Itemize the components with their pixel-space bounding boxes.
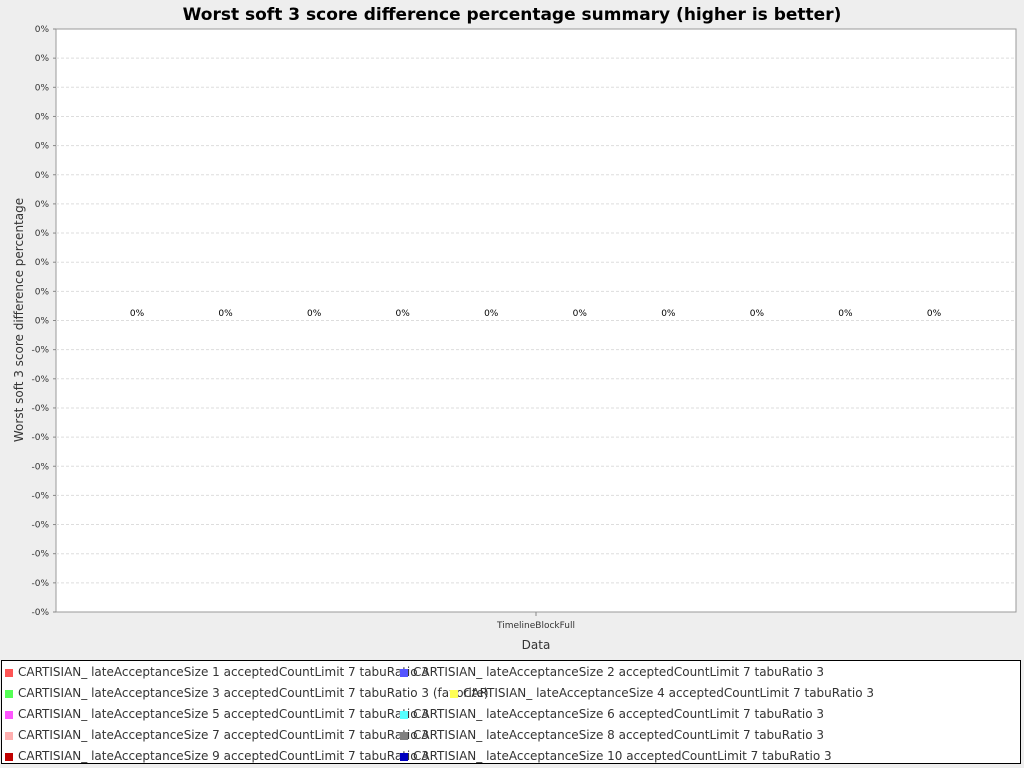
legend-swatch — [400, 731, 408, 740]
legend-swatch — [5, 689, 13, 698]
y-tick-label: 0% — [35, 142, 50, 152]
bar-data-label: 0% — [218, 309, 233, 319]
legend-label: CARTISIAN_ lateAcceptanceSize 4 accepted… — [463, 686, 875, 700]
y-tick-label: 0% — [35, 112, 50, 122]
y-tick-label: -0% — [31, 462, 49, 472]
grid-lines — [56, 57, 1016, 584]
bar-data-label: 0% — [130, 309, 145, 319]
legend-label: CARTISIAN_ lateAcceptanceSize 5 accepted… — [18, 707, 430, 721]
legend-swatch — [450, 689, 458, 698]
legend-swatch — [5, 731, 13, 740]
chart-title: Worst soft 3 score difference percentage… — [183, 5, 842, 25]
bar-data-label: 0% — [573, 309, 588, 319]
legend-swatch — [5, 752, 13, 761]
legend-item: CARTISIAN_ lateAcceptanceSize 1 accepted… — [5, 663, 429, 681]
y-tick-label: 0% — [35, 258, 50, 268]
y-tick-label: 0% — [35, 200, 50, 210]
y-tick-label: -0% — [31, 521, 49, 531]
x-tick-label: TimelineBlockFull — [496, 621, 575, 631]
legend-item: CARTISIAN_ lateAcceptanceSize 6 accepted… — [400, 705, 824, 723]
y-tick-label: -0% — [31, 346, 49, 356]
legend-item: CARTISIAN_ lateAcceptanceSize 8 accepted… — [400, 726, 824, 744]
legend-swatch — [400, 752, 408, 761]
y-axis-label: Worst soft 3 score difference percentage — [12, 198, 26, 442]
bar-data-label: 0% — [838, 309, 853, 319]
y-tick-label: -0% — [31, 433, 49, 443]
legend-label: CARTISIAN_ lateAcceptanceSize 6 accepted… — [413, 707, 825, 721]
y-tick-label: -0% — [31, 491, 49, 501]
legend-item: CARTISIAN_ lateAcceptanceSize 7 accepted… — [5, 726, 429, 744]
bar-data-label: 0% — [661, 309, 676, 319]
legend-label: CARTISIAN_ lateAcceptanceSize 1 accepted… — [18, 665, 430, 679]
bar-data-label: 0% — [396, 309, 411, 319]
y-tick-label: 0% — [35, 229, 50, 239]
legend: CARTISIAN_ lateAcceptanceSize 1 accepted… — [1, 660, 1021, 764]
bar-data-label: 0% — [927, 309, 942, 319]
legend-label: CARTISIAN_ lateAcceptanceSize 8 accepted… — [413, 728, 825, 742]
legend-label: CARTISIAN_ lateAcceptanceSize 3 accepted… — [18, 686, 489, 700]
legend-label: CARTISIAN_ lateAcceptanceSize 10 accepte… — [413, 749, 832, 763]
bar-data-label: 0% — [750, 309, 765, 319]
legend-item: CARTISIAN_ lateAcceptanceSize 2 accepted… — [400, 663, 824, 681]
legend-swatch — [400, 710, 408, 719]
y-tick-label: 0% — [35, 287, 50, 297]
y-tick-label: 0% — [35, 317, 50, 327]
y-tick-label: -0% — [31, 375, 49, 385]
y-tick-label: -0% — [31, 608, 49, 618]
y-tick-label: 0% — [35, 83, 50, 93]
legend-item: CARTISIAN_ lateAcceptanceSize 5 accepted… — [5, 705, 429, 723]
y-tick-label: -0% — [31, 579, 49, 589]
bar-data-label: 0% — [307, 309, 322, 319]
bar-data-label: 0% — [484, 309, 499, 319]
legend-swatch — [400, 668, 408, 677]
legend-item: CARTISIAN_ lateAcceptanceSize 3 accepted… — [5, 684, 489, 702]
y-tick-label: -0% — [31, 404, 49, 414]
x-axis-label: Data — [522, 638, 551, 652]
y-tick-label: -0% — [31, 550, 49, 560]
data-labels: 0% 0% 0% 0% 0% 0% 0% 0% 0% 0% — [130, 309, 942, 319]
y-tick-label: 0% — [35, 25, 50, 35]
legend-label: CARTISIAN_ lateAcceptanceSize 9 accepted… — [18, 749, 430, 763]
legend-item: CARTISIAN_ lateAcceptanceSize 4 accepted… — [450, 684, 874, 702]
legend-label: CARTISIAN_ lateAcceptanceSize 2 accepted… — [413, 665, 825, 679]
legend-item: CARTISIAN_ lateAcceptanceSize 9 accepted… — [5, 747, 429, 765]
y-axis: 0% 0% 0% 0% 0% 0% 0% 0% 0% 0% 0% -0% -0% -0% -0% -0% -0%… — [31, 25, 56, 618]
y-tick-label: 0% — [35, 54, 50, 64]
y-tick-label: 0% — [35, 171, 50, 181]
legend-label: CARTISIAN_ lateAcceptanceSize 7 accepted… — [18, 728, 430, 742]
legend-item: CARTISIAN_ lateAcceptanceSize 10 accepte… — [400, 747, 832, 765]
legend-swatch — [5, 710, 13, 719]
legend-swatch — [5, 668, 13, 677]
x-axis: TimelineBlockFull — [496, 612, 575, 631]
